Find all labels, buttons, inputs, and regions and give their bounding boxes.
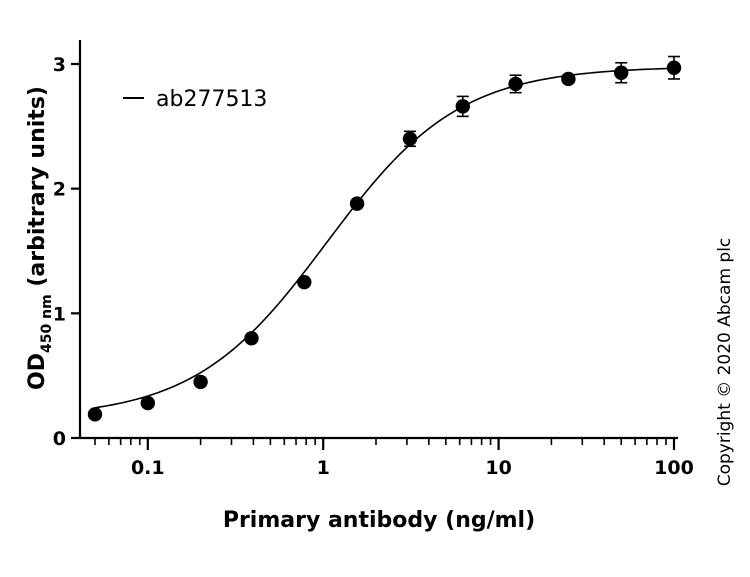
- data-point: [87, 407, 103, 422]
- y-tick-label: 3: [53, 54, 66, 76]
- data-point: [140, 395, 156, 411]
- fit-layer: [94, 67, 675, 409]
- data-point: [455, 99, 470, 114]
- data-point: [244, 331, 259, 346]
- y-axis-title-rest: (arbitrary units): [25, 86, 50, 294]
- x-ticks: 0.1 1 10 100: [94, 438, 694, 479]
- copyright-notice: Copyright © 2020 Abcam plc: [715, 238, 735, 487]
- x-tick-label: 0.1: [131, 457, 165, 479]
- y-tick-label: 0: [53, 428, 66, 450]
- y-axis-title-main: OD: [25, 353, 50, 390]
- data-point: [508, 76, 523, 92]
- data-point: [402, 131, 418, 146]
- legend-entry-label: ab277513: [156, 87, 267, 112]
- y-axis-title: OD450 nm (arbitrary units): [25, 86, 55, 390]
- data-points: [87, 60, 682, 422]
- y-tick-label: 1: [53, 303, 66, 325]
- x-tick-label: 100: [654, 457, 694, 479]
- x-tick-label: 10: [485, 457, 511, 479]
- fit-curve: [94, 67, 675, 409]
- data-point: [613, 65, 629, 80]
- x-axis-title: Primary antibody (ng/ml): [223, 508, 535, 533]
- data-point: [349, 196, 365, 211]
- y-ticks: 0 1 2 3: [53, 54, 80, 450]
- data-point: [666, 60, 682, 75]
- y-tick-label: 2: [53, 179, 66, 201]
- data-point: [561, 71, 576, 87]
- data-point: [297, 274, 312, 290]
- data-point: [193, 374, 208, 390]
- legend: ab277513: [123, 87, 267, 112]
- y-axis-title-subscript: 450 nm: [39, 294, 55, 353]
- axes: [78, 40, 678, 440]
- x-tick-label: 1: [317, 457, 330, 479]
